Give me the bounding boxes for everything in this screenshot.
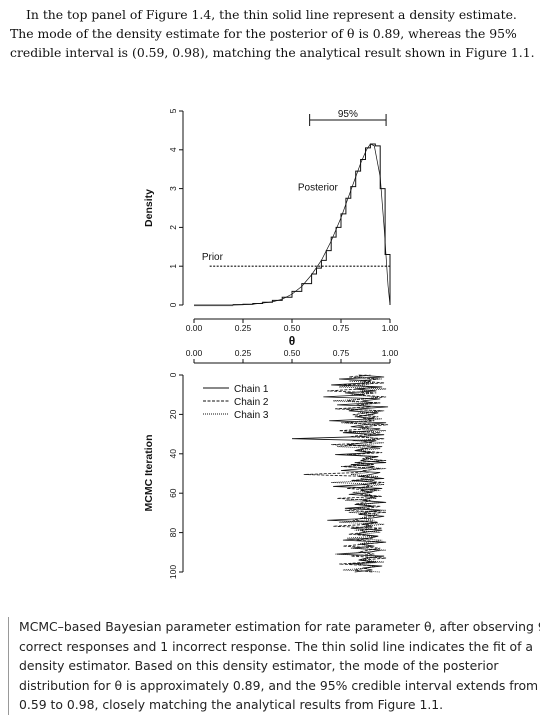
density-y-tick-label: 4	[168, 147, 178, 152]
theta-axis-label: θ	[289, 334, 296, 348]
trace-x-tick-label: 0.00	[186, 348, 203, 358]
trace-x-tick-label: 0.75	[333, 348, 350, 358]
density-estimate-curve	[194, 143, 391, 306]
mcmc-iteration-axis-label: MCMC Iteration	[143, 435, 155, 512]
theta-x-tick-label: 0.75	[333, 323, 350, 333]
density-y-tick-label: 0	[168, 302, 178, 307]
trace-chain-1	[291, 374, 389, 573]
figure-1-4: 0 1 2 3 4 5 0.00 0.25 0.50 0.75 1.00 Density θ Pr…	[143, 108, 399, 579]
posterior-histogram	[194, 143, 391, 307]
legend-label: Chain 3	[234, 410, 269, 421]
legend-label: Chain 2	[234, 397, 269, 408]
trace-chain-2	[303, 374, 389, 573]
histogram-step	[232, 143, 391, 306]
figure-caption: MCMC–based Bayesian parameter estimation…	[8, 617, 540, 715]
density-y-tick-label: 3	[168, 186, 178, 191]
posterior-label: Posterior	[298, 183, 339, 194]
caption-line: density estimator. Based on this density…	[19, 658, 499, 673]
trace-y-tick-label: 40	[168, 449, 178, 459]
trace-y-tick-label: 0	[168, 372, 178, 377]
trace-y-tick-label: 100	[168, 565, 178, 579]
density-y-ticks: 0 1 2 3 4 5	[168, 108, 183, 307]
density-y-tick-label: 5	[168, 108, 178, 113]
intro-line: The mode of the density estimate for the…	[10, 26, 517, 41]
trace-y-ticks: 0 20 40 60 80 100	[168, 372, 183, 579]
chain-legend: Chain 1 Chain 2 Chain 3	[203, 384, 269, 421]
prior-label: Prior	[202, 252, 224, 263]
trace-y-tick-label: 60	[168, 488, 178, 498]
caption-line: MCMC–based Bayesian parameter estimation…	[19, 619, 540, 634]
trace-y-tick-label: 80	[168, 528, 178, 538]
caption-line: correct responses and 1 incorrect respon…	[19, 638, 534, 654]
theta-x-tick-label: 0.00	[186, 323, 203, 333]
intro-line: In the top panel of Figure 1.4, the thin…	[26, 7, 517, 22]
caption-line: 0.59 to 0.98, closely matching the analy…	[19, 697, 444, 712]
trace-x-ticks: 0.00 0.25 0.50 0.75 1.00	[186, 348, 399, 363]
trace-y-tick-label: 20	[168, 409, 178, 419]
intro-line: credible interval is (0.59, 0.98), match…	[10, 45, 535, 60]
intro-paragraph: In the top panel of Figure 1.4, the thin…	[10, 5, 535, 62]
density-y-tick-label: 1	[168, 264, 178, 269]
density-panel: 0 1 2 3 4 5 0.00 0.25 0.50 0.75 1.00 Density θ Pr…	[143, 108, 399, 348]
density-axis-label: Density	[143, 189, 155, 227]
theta-x-ticks: 0.00 0.25 0.50 0.75 1.00	[186, 319, 399, 333]
trace-x-tick-label: 0.50	[284, 348, 301, 358]
trace-panel: 0.00 0.25 0.50 0.75 1.00 0 20 40 60 80 100 MCMC I…	[143, 348, 399, 579]
theta-x-tick-label: 1.00	[382, 323, 399, 333]
caption-line: distribution for θ is approximately 0.89…	[19, 677, 539, 693]
trace-chain-3	[331, 374, 387, 573]
trace-x-tick-label: 1.00	[382, 348, 399, 358]
legend-label: Chain 1	[234, 384, 269, 395]
credible-interval-label: 95%	[338, 109, 358, 120]
theta-x-tick-label: 0.25	[235, 323, 252, 333]
mcmc-traces	[291, 374, 389, 573]
credible-interval-bracket	[309, 114, 387, 126]
theta-x-tick-label: 0.50	[284, 323, 301, 333]
trace-x-tick-label: 0.25	[235, 348, 252, 358]
density-y-tick-label: 2	[168, 225, 178, 230]
